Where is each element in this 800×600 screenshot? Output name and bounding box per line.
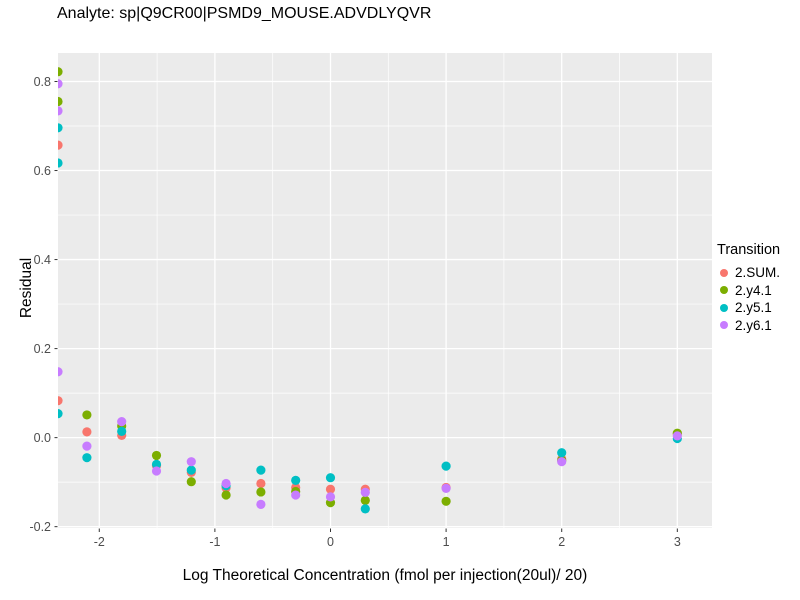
data-point: [256, 478, 266, 489]
data-point: [291, 490, 301, 500]
x-tick-label: -1: [209, 535, 220, 549]
y-tick-label: 0.0: [34, 431, 51, 445]
legend-item-2y51: 2.y5.1: [717, 299, 780, 317]
data-point: [151, 450, 162, 461]
data-point: [117, 426, 127, 436]
x-tick-label: -2: [94, 535, 105, 549]
points-layer: [58, 67, 682, 514]
data-point: [58, 158, 63, 168]
x-axis-label: Log Theoretical Concentration (fmol per …: [182, 567, 588, 584]
data-point: [221, 478, 231, 489]
data-point: [441, 496, 451, 506]
data-point: [360, 504, 370, 514]
data-point: [82, 427, 92, 437]
data-point: [186, 457, 196, 467]
legend-key-dot: [720, 268, 728, 277]
data-point: [151, 466, 162, 476]
panel-background: [58, 53, 712, 528]
data-point: [117, 417, 127, 427]
data-point: [291, 475, 301, 485]
legend-key-dot: [720, 303, 728, 312]
data-point: [256, 487, 266, 497]
data-point: [58, 106, 63, 116]
y-tick-label: -0.2: [29, 520, 51, 534]
y-tick-label: 0.8: [34, 75, 51, 89]
x-tick-label: 2: [558, 535, 565, 549]
data-point: [441, 483, 451, 493]
data-point: [58, 123, 63, 133]
data-point: [256, 499, 266, 510]
x-tick-label: 3: [674, 535, 681, 549]
data-point: [186, 465, 196, 475]
data-point: [58, 140, 63, 150]
y-tick-label: 0.2: [34, 342, 51, 356]
data-point: [325, 473, 336, 483]
legend-item-label: 2.y6.1: [735, 317, 772, 333]
x-tick-label: 0: [327, 535, 334, 549]
data-point: [256, 465, 266, 475]
chart-title: Analyte: sp|Q9CR00|PSMD9_MOUSE.ADVDLYQVR: [57, 5, 432, 22]
legend-item-2y61: 2.y6.1: [717, 317, 780, 335]
legend-item-label: 2.SUM.: [735, 265, 781, 281]
legend-item-label: 2.y4.1: [735, 282, 772, 298]
legend-key-dot: [720, 286, 728, 295]
legend-item-2sum: 2.SUM.: [717, 264, 780, 282]
data-point: [58, 396, 63, 406]
data-point: [58, 67, 63, 77]
data-point: [441, 461, 451, 471]
data-point: [82, 410, 92, 420]
y-tick-label: 0.4: [34, 253, 51, 267]
legend-title: Transition: [717, 242, 781, 258]
data-point: [58, 408, 63, 419]
data-point: [325, 492, 336, 502]
y-tick-label: 0.6: [34, 164, 51, 178]
legend-item-2y41: 2.y4.1: [717, 282, 780, 300]
data-point: [221, 490, 231, 500]
legend-key-dot: [720, 321, 728, 330]
x-tick-label: 1: [443, 535, 450, 549]
y-axis-label: Residual: [18, 257, 35, 319]
data-point: [360, 495, 370, 505]
data-point: [186, 477, 196, 487]
data-point: [58, 367, 63, 377]
data-point: [151, 459, 162, 469]
data-point: [58, 96, 63, 107]
legend: Transition 2.SUM. 2.y4.1 2.y5.1 2.y6.1: [717, 242, 780, 334]
data-point: [82, 441, 92, 451]
data-point: [360, 487, 370, 497]
data-point: [82, 453, 92, 463]
data-point: [58, 79, 63, 89]
data-point: [557, 457, 567, 467]
data-point: [557, 448, 567, 458]
legend-item-label: 2.y5.1: [735, 300, 772, 316]
data-point: [325, 484, 336, 494]
data-point: [672, 431, 682, 441]
